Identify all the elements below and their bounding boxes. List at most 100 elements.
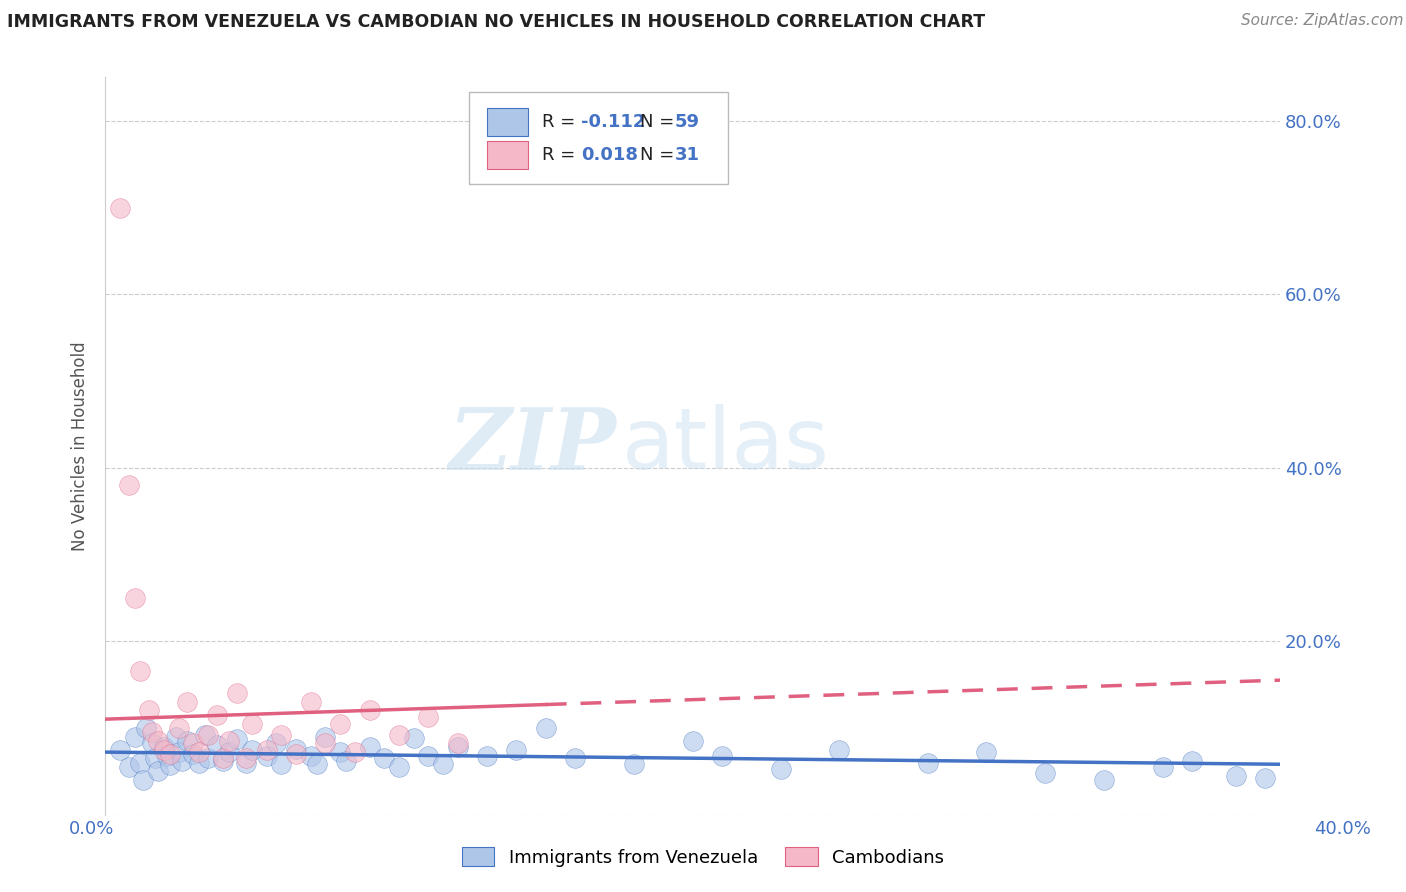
- Point: [183, 736, 205, 750]
- Text: 0.018: 0.018: [581, 145, 638, 164]
- Point: [1181, 754, 1204, 768]
- Point: [226, 686, 249, 700]
- Point: [205, 738, 228, 752]
- Point: [976, 745, 998, 759]
- Point: [343, 745, 366, 759]
- Point: [159, 747, 181, 761]
- Point: [188, 745, 211, 759]
- Point: [176, 734, 198, 748]
- Point: [188, 756, 211, 770]
- Point: [315, 736, 337, 750]
- Point: [828, 742, 851, 756]
- Point: [256, 742, 278, 756]
- Point: [235, 756, 257, 770]
- Point: [205, 707, 228, 722]
- Point: [108, 201, 131, 215]
- Text: IMMIGRANTS FROM VENEZUELA VS CAMBODIAN NO VEHICLES IN HOUSEHOLD CORRELATION CHAR: IMMIGRANTS FROM VENEZUELA VS CAMBODIAN N…: [7, 13, 986, 31]
- Point: [388, 760, 411, 774]
- Point: [135, 721, 157, 735]
- Point: [1092, 772, 1115, 787]
- Point: [299, 748, 322, 763]
- Point: [197, 728, 219, 742]
- Point: [124, 730, 146, 744]
- Point: [682, 734, 704, 748]
- Point: [132, 772, 155, 787]
- Point: [108, 742, 131, 756]
- Point: [402, 731, 425, 746]
- Point: [623, 757, 645, 772]
- Point: [359, 739, 381, 754]
- Point: [141, 725, 163, 739]
- Point: [211, 754, 233, 768]
- Point: [194, 728, 217, 742]
- Point: [176, 695, 198, 709]
- Point: [359, 704, 381, 718]
- Point: [124, 591, 146, 605]
- Point: [211, 751, 233, 765]
- Point: [534, 721, 557, 735]
- Point: [226, 732, 249, 747]
- Point: [285, 747, 308, 761]
- Y-axis label: No Vehicles in Household: No Vehicles in Household: [72, 341, 89, 551]
- Point: [118, 760, 141, 774]
- Point: [329, 716, 352, 731]
- Point: [285, 741, 308, 756]
- Point: [299, 695, 322, 709]
- Point: [447, 736, 470, 750]
- Point: [141, 736, 163, 750]
- Point: [1225, 768, 1247, 782]
- Point: [235, 751, 257, 765]
- Text: N =: N =: [640, 112, 679, 130]
- Point: [315, 730, 337, 744]
- Text: 0.0%: 0.0%: [69, 820, 114, 838]
- Point: [146, 764, 169, 779]
- Point: [129, 665, 152, 679]
- Point: [447, 739, 470, 754]
- FancyBboxPatch shape: [470, 92, 728, 185]
- Text: 31: 31: [675, 145, 700, 164]
- Point: [167, 745, 190, 759]
- Point: [218, 745, 240, 759]
- Point: [218, 734, 240, 748]
- Point: [917, 756, 939, 770]
- Point: [156, 748, 179, 763]
- Point: [432, 757, 454, 772]
- Point: [165, 730, 187, 744]
- Point: [1152, 760, 1174, 774]
- Point: [170, 754, 193, 768]
- Point: [564, 751, 586, 765]
- Point: [418, 748, 440, 763]
- Text: R =: R =: [543, 145, 581, 164]
- Point: [505, 742, 527, 756]
- Text: 40.0%: 40.0%: [1315, 820, 1371, 838]
- Point: [129, 756, 152, 770]
- Point: [240, 742, 263, 756]
- Text: Source: ZipAtlas.com: Source: ZipAtlas.com: [1240, 13, 1403, 29]
- Point: [475, 748, 498, 763]
- Point: [146, 734, 169, 748]
- Point: [153, 742, 176, 756]
- Point: [256, 748, 278, 763]
- Point: [270, 728, 292, 742]
- Text: ZIP: ZIP: [449, 404, 616, 488]
- Point: [373, 751, 395, 765]
- Point: [305, 757, 328, 772]
- Text: -0.112: -0.112: [581, 112, 645, 130]
- Point: [153, 739, 176, 754]
- Point: [159, 758, 181, 772]
- Point: [335, 754, 357, 768]
- Text: atlas: atlas: [621, 404, 830, 488]
- Point: [1254, 771, 1277, 785]
- Point: [167, 721, 190, 735]
- Text: 59: 59: [675, 112, 700, 130]
- Point: [118, 478, 141, 492]
- Point: [711, 748, 734, 763]
- Point: [329, 745, 352, 759]
- Point: [143, 751, 166, 765]
- Point: [240, 716, 263, 731]
- Point: [418, 710, 440, 724]
- Point: [264, 736, 287, 750]
- Point: [197, 751, 219, 765]
- Point: [138, 704, 160, 718]
- Text: R =: R =: [543, 112, 581, 130]
